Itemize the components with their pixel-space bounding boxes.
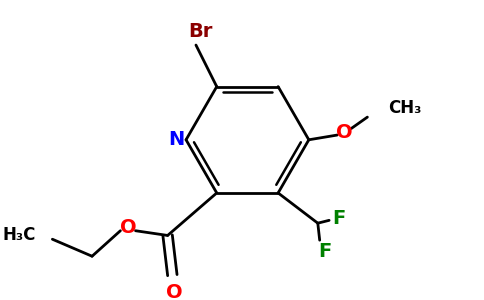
Text: CH₃: CH₃ <box>388 99 422 117</box>
Text: F: F <box>332 209 345 228</box>
Text: O: O <box>120 218 136 237</box>
Text: O: O <box>336 123 353 142</box>
Text: H₃C: H₃C <box>2 226 35 244</box>
Text: N: N <box>168 130 185 149</box>
Text: O: O <box>166 283 182 300</box>
Text: Br: Br <box>188 22 213 41</box>
Text: F: F <box>319 242 332 261</box>
